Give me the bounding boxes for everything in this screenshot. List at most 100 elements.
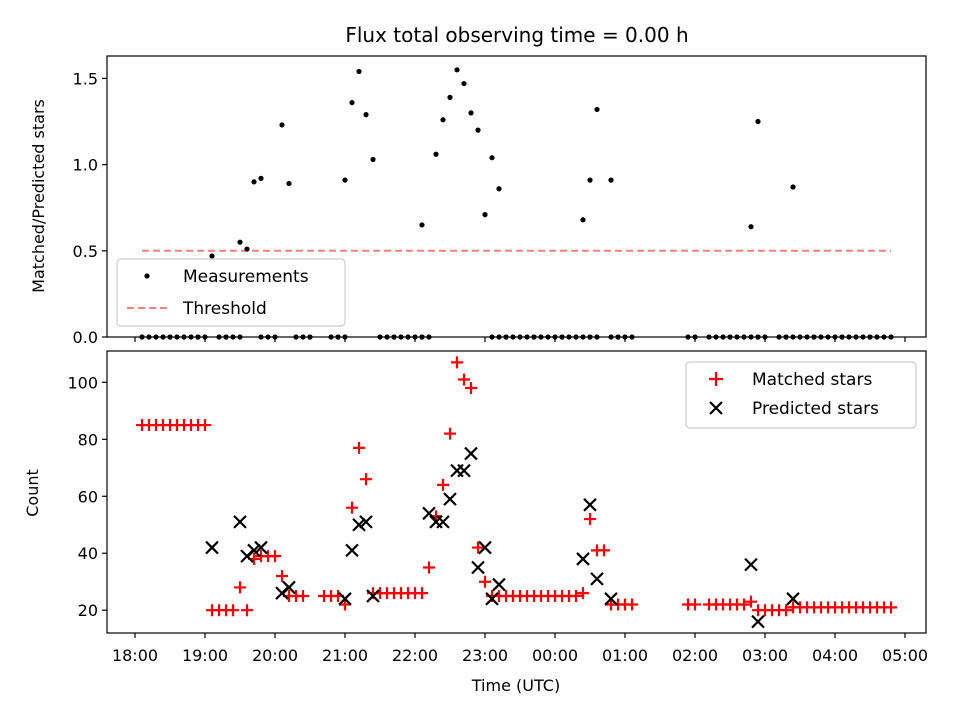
ratio-y-ticks: 0.0 0.5 1.0 1.5 bbox=[73, 69, 107, 347]
count-x-tick-label: 20:00 bbox=[252, 646, 298, 665]
matched-star-point bbox=[339, 598, 351, 611]
chart-title: Flux total observing time = 0.00 h bbox=[345, 23, 688, 47]
count-y-axis-label: Count bbox=[23, 469, 42, 517]
matched-star-point bbox=[577, 587, 589, 600]
measurement-point bbox=[279, 122, 285, 128]
predicted-star-point bbox=[478, 540, 492, 555]
predicted-star-point bbox=[443, 492, 457, 506]
ratio-legend-box bbox=[116, 258, 346, 327]
measurement-point bbox=[755, 118, 761, 125]
matched-star-point bbox=[269, 550, 281, 563]
measurement-point bbox=[580, 217, 586, 223]
ratio-y-tick-label: 0.5 bbox=[73, 242, 98, 261]
predicted-star-point bbox=[436, 515, 450, 529]
count-points-layer bbox=[136, 356, 897, 629]
count-x-tick-label: 00:00 bbox=[532, 646, 578, 665]
predicted-star-point bbox=[576, 552, 590, 566]
matched-star-point bbox=[297, 589, 309, 602]
count-legend-box bbox=[685, 361, 917, 429]
legend-predicted-marker bbox=[709, 401, 723, 415]
matched-star-point bbox=[199, 419, 211, 432]
measurement-point bbox=[349, 99, 355, 106]
measurement-point bbox=[748, 224, 754, 230]
measurement-point bbox=[587, 177, 593, 183]
matched-star-point bbox=[570, 589, 582, 602]
predicted-star-point bbox=[457, 463, 471, 478]
legend-matched-label: Matched stars bbox=[752, 370, 872, 390]
predicted-star-point bbox=[205, 540, 219, 555]
ratio-y-tick-label: 1.5 bbox=[73, 69, 98, 88]
predicted-star-point bbox=[366, 589, 380, 603]
predicted-star-point bbox=[352, 517, 366, 532]
predicted-star-point bbox=[744, 557, 758, 572]
matched-star-point bbox=[885, 601, 897, 614]
count-y-ticks: 20 40 60 80 100 bbox=[67, 373, 107, 620]
measurement-point bbox=[482, 212, 488, 218]
count-x-tick-label: 19:00 bbox=[182, 646, 228, 665]
predicted-star-point bbox=[464, 446, 478, 461]
count-x-tick-label: 01:00 bbox=[602, 646, 648, 665]
measurement-point bbox=[258, 175, 264, 181]
measurement-point bbox=[356, 68, 362, 75]
predicted-star-point bbox=[786, 592, 800, 606]
measurement-point bbox=[433, 151, 439, 157]
count-y-tick-label: 20 bbox=[78, 601, 98, 620]
matched-star-point bbox=[584, 513, 596, 526]
count-legend: Matched stars Predicted stars bbox=[685, 361, 917, 429]
measurement-point bbox=[447, 94, 453, 100]
predicted-star-point bbox=[247, 543, 261, 558]
ratio-y-tick-label: 1.0 bbox=[73, 156, 98, 175]
measurement-point bbox=[468, 110, 474, 116]
predicted-star-point bbox=[345, 543, 359, 558]
predicted-star-point bbox=[590, 572, 604, 586]
legend-measurements-marker bbox=[144, 273, 150, 279]
matched-star-point bbox=[780, 604, 792, 617]
legend-predicted-label: Predicted stars bbox=[752, 399, 879, 419]
matched-star-point bbox=[745, 595, 757, 608]
predicted-star-point bbox=[751, 614, 765, 629]
matched-star-point bbox=[416, 587, 428, 600]
measurement-point bbox=[286, 180, 292, 187]
matched-star-point bbox=[451, 356, 463, 369]
matched-star-point bbox=[360, 473, 372, 486]
matched-star-point bbox=[598, 544, 610, 557]
measurement-point bbox=[244, 246, 250, 252]
count-x-tick-label: 22:00 bbox=[392, 646, 438, 665]
measurement-point bbox=[496, 186, 502, 192]
measurement-point bbox=[342, 177, 348, 183]
measurement-point bbox=[454, 67, 460, 73]
count-axes-frame bbox=[106, 350, 927, 634]
measurement-point bbox=[363, 112, 369, 118]
measurement-point bbox=[461, 80, 467, 87]
count-x-tick-label: 23:00 bbox=[462, 646, 508, 665]
matched-star-point bbox=[423, 561, 435, 574]
count-y-tick-label: 80 bbox=[78, 430, 98, 449]
measurement-point bbox=[440, 117, 446, 123]
matched-star-point bbox=[276, 570, 288, 583]
predicted-star-point bbox=[254, 540, 268, 555]
measurement-point bbox=[475, 127, 481, 133]
predicted-star-point bbox=[233, 515, 247, 529]
matched-star-point bbox=[241, 604, 253, 617]
matched-star-point bbox=[444, 427, 456, 440]
matched-star-point bbox=[689, 598, 701, 611]
predicted-star-point bbox=[282, 580, 296, 595]
ratio-axes-frame bbox=[106, 55, 927, 338]
measurement-point bbox=[251, 179, 257, 185]
matched-star-point bbox=[479, 575, 491, 588]
count-x-tick-label: 05:00 bbox=[882, 646, 928, 665]
measurement-point bbox=[594, 106, 600, 113]
measurement-point bbox=[237, 239, 243, 245]
predicted-star-point bbox=[583, 498, 597, 512]
legend-threshold-label: Threshold bbox=[182, 299, 267, 319]
count-panel: 18:00 19:00 20:00 21:00 22:00 23:00 00:00 01:00… bbox=[23, 350, 928, 695]
matched-star-point bbox=[626, 598, 638, 611]
matched-star-point bbox=[227, 604, 239, 617]
count-y-tick-label: 40 bbox=[78, 544, 98, 563]
measurement-point bbox=[790, 184, 796, 190]
count-x-tick-label: 04:00 bbox=[812, 646, 858, 665]
predicted-star-point bbox=[492, 577, 506, 592]
ratio-y-tick-label: 0.0 bbox=[73, 328, 98, 347]
count-x-tick-label: 21:00 bbox=[322, 646, 368, 665]
